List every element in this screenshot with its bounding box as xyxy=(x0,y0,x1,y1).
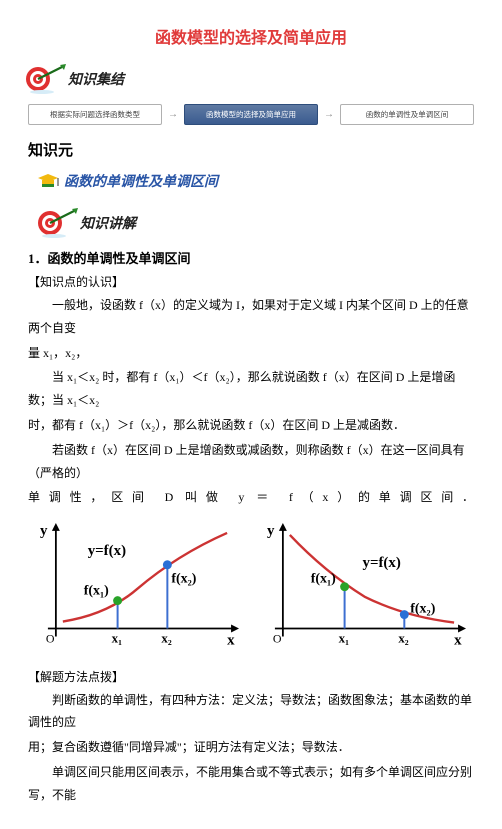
graph-decreasing: y x O y=f(x) f(x₁) f(x₂) x₁ x₂ xyxy=(255,517,474,661)
graph-svg: y x O y=f(x) f(x₁) f(x₂) x₁ x₂ xyxy=(28,517,247,656)
page: 函数模型的选择及简单应用 知识集结 根据实际问题选择函数类型 → 函数模型的选择… xyxy=(0,0,502,829)
flow-box-2-active: 函数模型的选择及简单应用 xyxy=(184,104,318,125)
section-label: 知识集结 xyxy=(68,69,124,89)
flow-arrow-icon: → xyxy=(324,109,334,120)
flow-arrow-icon: → xyxy=(168,109,178,120)
body-text: 若函数 f（x）在区间 D 上是增函数或减函数，则称函数 f（x）在这一区间具有… xyxy=(28,439,474,485)
svg-text:f(x₂): f(x₂) xyxy=(171,572,196,587)
body-text: 判断函数的单调性，有四种方法：定义法；导数法；函数图象法；基本函数的单调性的应 xyxy=(28,689,474,735)
body-text: 当 x₁＜x₂ 时，都有 f（x₁）＜f（x₂），那么就说函数 f（x）在区间 … xyxy=(28,366,474,412)
flow-box-1: 根据实际问题选择函数类型 xyxy=(28,104,162,125)
svg-text:f(x₁): f(x₁) xyxy=(311,572,336,587)
heading-knowledge-unit: 知识元 xyxy=(28,139,474,160)
tag-method: 【解题方法点拨】 xyxy=(28,668,474,685)
body-text: 时，都有 f（x₁）＞f（x₂），那么就说函数 f（x）在区间 D 上是减函数． xyxy=(28,414,474,437)
body-text: 单调性，区间 D 叫做 y ＝ f（x）的单调区间． xyxy=(28,486,474,509)
svg-text:O: O xyxy=(46,632,55,646)
body-text: 单调区间只能用区间表示，不能用集合或不等式表示；如有多个单调区间应分别写，不能 xyxy=(28,761,474,807)
svg-text:O: O xyxy=(273,632,282,646)
svg-text:y=f(x): y=f(x) xyxy=(363,555,401,571)
graph-pair: y x O y=f(x) f(x₁) f(x₂) x₁ x₂ xyxy=(28,517,474,661)
svg-text:y=f(x): y=f(x) xyxy=(88,543,126,559)
flow-box-3: 函数的单调性及单调区间 xyxy=(340,104,474,125)
body-text: 一般地，设函数 f（x）的定义域为 I，如果对于定义域 I 内某个区间 D 上的… xyxy=(28,294,474,340)
body-text: 量 x₁，x₂， xyxy=(28,342,474,365)
graph-increasing: y x O y=f(x) f(x₁) f(x₂) x₁ x₂ xyxy=(28,517,247,661)
svg-text:x₁: x₁ xyxy=(339,631,349,646)
tag-knowledge: 【知识点的认识】 xyxy=(28,273,474,290)
svg-text:x₂: x₂ xyxy=(161,631,171,646)
svg-text:x: x xyxy=(454,633,462,649)
section-label-explain: 知识讲解 xyxy=(80,213,136,233)
svg-text:y: y xyxy=(267,523,275,539)
dart-target-icon xyxy=(34,206,78,240)
svg-text:y: y xyxy=(40,523,48,539)
doc-title: 函数模型的选择及简单应用 xyxy=(28,24,474,48)
section-monotone: 函数的单调性及单调区间 xyxy=(34,170,474,192)
svg-text:x₂: x₂ xyxy=(398,631,408,646)
section-label-monotone: 函数的单调性及单调区间 xyxy=(64,171,218,191)
sub-heading: 1．函数的单调性及单调区间 xyxy=(28,248,474,267)
svg-text:f(x₂): f(x₂) xyxy=(410,602,435,617)
svg-text:x: x xyxy=(227,633,235,649)
graduation-cap-icon xyxy=(34,170,62,192)
dart-target-icon xyxy=(22,62,66,96)
svg-text:f(x₁): f(x₁) xyxy=(84,584,109,599)
section-explain: 知识讲解 xyxy=(34,206,474,240)
svg-text:x₁: x₁ xyxy=(112,631,122,646)
body-text: 用；复合函数遵循"同增异减"；证明方法有定义法；导数法． xyxy=(28,736,474,759)
graph-svg: y x O y=f(x) f(x₁) f(x₂) x₁ x₂ xyxy=(255,517,474,656)
section-knowledge-summary: 知识集结 xyxy=(22,62,474,96)
flow-row: 根据实际问题选择函数类型 → 函数模型的选择及简单应用 → 函数的单调性及单调区… xyxy=(28,104,474,125)
